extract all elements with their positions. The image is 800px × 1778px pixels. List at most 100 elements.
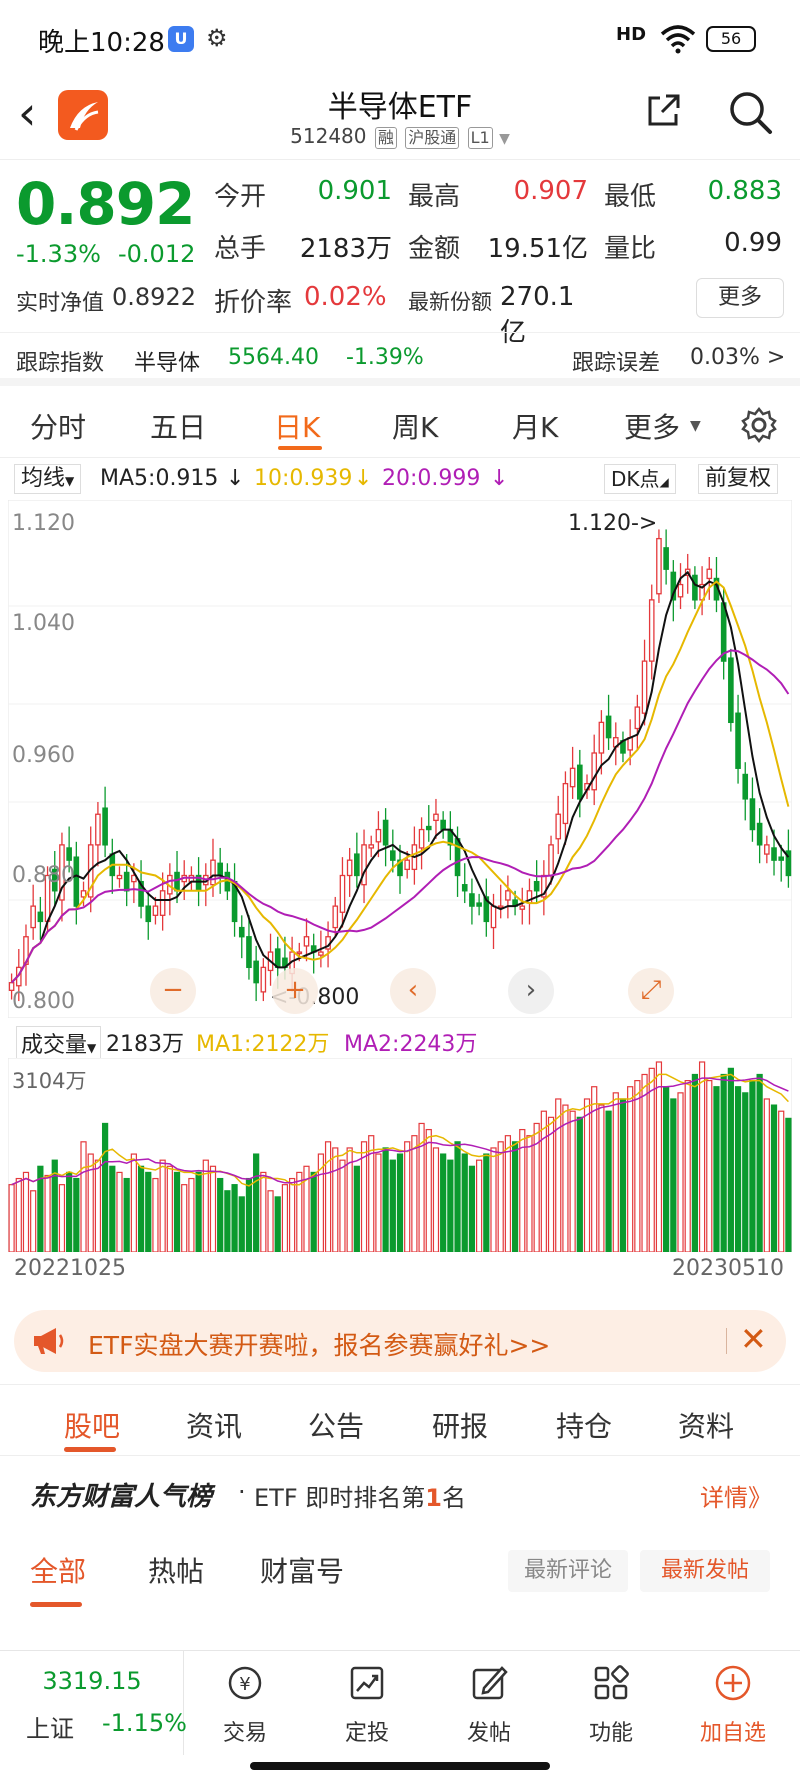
tab-news[interactable]: 资讯 [186, 1410, 243, 1443]
tab-monthly-k[interactable]: 月K [512, 411, 559, 444]
search-icon[interactable] [726, 88, 774, 136]
volume-bar [605, 1110, 612, 1252]
rank-detail-link[interactable]: 详情》 [700, 1484, 772, 1512]
volume-bar [80, 1141, 87, 1252]
bottom-nav: 3319.15 上证 -1.15% ¥ 交易 定投 发帖 功能 [0, 1650, 800, 1755]
volume-indicator-button[interactable]: 成交量▼ [16, 1026, 102, 1060]
tracking-error-value[interactable]: 0.03% > [690, 345, 786, 370]
volume-bar [778, 1110, 785, 1252]
volume-bar [396, 1153, 404, 1252]
volume-bar [389, 1159, 396, 1252]
tab-profile[interactable]: 资料 [678, 1410, 735, 1443]
nav-invest-label: 定投 [344, 1721, 389, 1746]
candle-body [749, 798, 756, 831]
candle-body [476, 902, 482, 907]
volume-bar [202, 1159, 209, 1252]
nav-add-watchlist[interactable]: 加自选 [672, 1651, 794, 1755]
nav-trade[interactable]: ¥ 交易 [184, 1651, 306, 1755]
candle-body [627, 737, 633, 751]
volume-indicator-label: 成交量 [21, 1033, 88, 1058]
volume-bar [526, 1135, 533, 1252]
tab-fortune-posts[interactable]: 财富号 [260, 1555, 345, 1588]
candle-body [728, 657, 734, 724]
price-adjust-button[interactable]: 前复权 [698, 464, 779, 494]
header: ‹ 半导体ETF 512480 融 沪股通 L1 ▼ [0, 78, 800, 160]
ratio-value: 0.99 [724, 228, 782, 258]
tracking-index-value: 5564.40 [228, 345, 319, 370]
sort-latest-comment-button[interactable]: 最新评论 [508, 1550, 628, 1592]
volume-bar [22, 1171, 30, 1252]
tab-hot-posts[interactable]: 热帖 [148, 1555, 205, 1588]
volume-bar [267, 1190, 274, 1252]
dk-point-button[interactable]: DK点◢ [604, 464, 676, 494]
tab-intraday[interactable]: 分时 [30, 411, 87, 444]
close-icon[interactable]: ✕ [740, 1320, 767, 1358]
app-logo [58, 90, 108, 140]
tab-forum[interactable]: 股吧 [64, 1410, 121, 1443]
volume-bar [569, 1110, 576, 1252]
index-ticker[interactable]: 3319.15 上证 -1.15% [0, 1651, 187, 1755]
volume-bar [432, 1147, 440, 1252]
candle-body [519, 905, 526, 910]
nav-functions[interactable]: 功能 [550, 1651, 672, 1755]
tracking-row[interactable]: 跟踪指数 半导体 5564.40 -1.39% 跟踪误差 0.03% > [0, 332, 800, 386]
nav-invest[interactable]: 定投 [306, 1651, 428, 1755]
chart-settings-icon[interactable] [740, 406, 778, 444]
volume-bar [619, 1098, 627, 1252]
nav-post[interactable]: 发帖 [428, 1651, 550, 1755]
zoom-in-button[interactable]: + [272, 968, 318, 1014]
volume-bar [490, 1147, 497, 1252]
candle-body [605, 715, 612, 739]
volume-bar [30, 1190, 37, 1252]
volume-bar [641, 1073, 648, 1252]
sort-latest-post-button[interactable]: 最新发帖 [640, 1550, 770, 1592]
volume-bar [691, 1073, 699, 1252]
candle-body [339, 874, 346, 913]
volume-bar [15, 1177, 22, 1252]
volume-bar [576, 1116, 583, 1252]
volume-ma-lines [11, 1073, 789, 1187]
popularity-rank-row[interactable]: 东方财富人气榜 · ETF 即时排名第1名 详情》 [0, 1458, 800, 1528]
rank-text-post: 名 [441, 1484, 466, 1512]
tab-holdings[interactable]: 持仓 [556, 1410, 613, 1443]
share-icon[interactable] [644, 90, 684, 130]
tab-weekly-k[interactable]: 周K [392, 411, 439, 444]
tag-level[interactable]: L1 [467, 127, 493, 149]
nav-functions-label: 功能 [588, 1721, 633, 1746]
post-tab-underline [30, 1602, 82, 1607]
low-label: 最低 [604, 182, 657, 212]
candle-body [598, 721, 605, 754]
tab-daily-k[interactable]: 日K [274, 411, 321, 444]
rank-brand: 东方财富人气榜 [30, 1482, 213, 1512]
volume-bar [44, 1174, 51, 1252]
more-button[interactable]: 更多 [696, 278, 784, 318]
more-dropdown-icon[interactable]: ▼ [690, 418, 701, 434]
volume-bar [130, 1153, 137, 1252]
status-time: 晚上10:28 [38, 28, 165, 58]
candle-body [80, 890, 87, 898]
kline-chart[interactable]: 1.120 1.040 0.960 0.880 0.800 1.120-> <-… [8, 500, 792, 1018]
candle-body [253, 960, 259, 984]
level-dropdown-icon[interactable]: ▼ [499, 131, 510, 147]
tab-five-day[interactable]: 五日 [150, 411, 207, 444]
fullscreen-button[interactable]: ⤢ [628, 968, 674, 1014]
volume-bar [454, 1141, 461, 1252]
tab-more[interactable]: 更多 [624, 411, 681, 444]
candle-body [577, 764, 583, 800]
candle-body [95, 813, 101, 846]
tab-all-posts[interactable]: 全部 [30, 1555, 87, 1588]
scroll-right-button[interactable]: › [508, 968, 554, 1014]
candle-body [562, 782, 569, 825]
back-icon[interactable]: ‹ [18, 86, 37, 140]
zoom-out-button[interactable]: − [150, 968, 196, 1014]
volume-bar [648, 1067, 655, 1252]
tab-announcements[interactable]: 公告 [308, 1410, 365, 1443]
volume-chart[interactable]: 3104万 [8, 1058, 792, 1252]
promo-banner[interactable]: ETF实盘大赛开赛啦，报名参赛赢好礼>> ✕ [14, 1310, 786, 1372]
volume-bar [447, 1159, 454, 1252]
tab-research[interactable]: 研报 [432, 1410, 489, 1443]
volume-bar [785, 1117, 792, 1252]
volume-bar [224, 1190, 231, 1252]
ma-type-button[interactable]: 均线▼ [14, 464, 82, 494]
scroll-left-button[interactable]: ‹ [390, 968, 436, 1014]
